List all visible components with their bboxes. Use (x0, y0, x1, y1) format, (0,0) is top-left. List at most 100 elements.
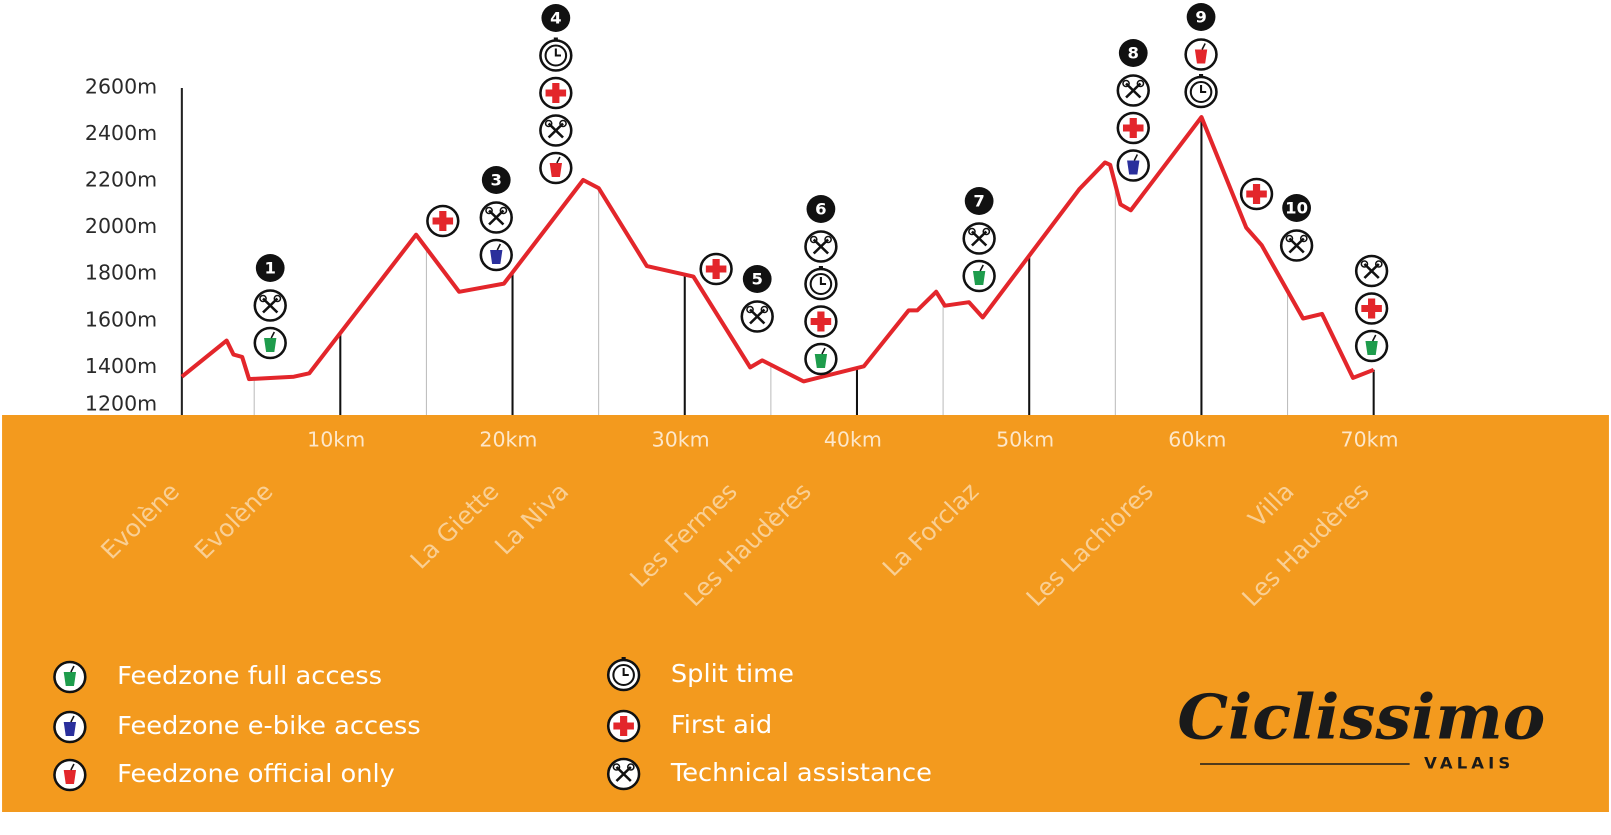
tool-end (968, 227, 976, 236)
tool-end (982, 227, 991, 236)
station (699, 252, 733, 286)
cup (1194, 49, 1208, 64)
station: 9 (1184, 3, 1218, 109)
station-icon (740, 300, 774, 333)
station-icon (1116, 74, 1150, 107)
tool-end (1374, 260, 1383, 268)
station: 4 (539, 4, 573, 185)
legend-icon (606, 709, 641, 743)
station-icon (962, 222, 996, 255)
cup (972, 271, 986, 285)
station-icon (479, 238, 513, 272)
station: 10 (1279, 194, 1314, 262)
station-number: 9 (1195, 8, 1206, 27)
cross (1246, 184, 1267, 204)
station-number: 10 (1285, 199, 1308, 218)
x-tick-label: 40km (824, 428, 882, 452)
cup (549, 163, 563, 177)
cross (545, 83, 567, 103)
station-number: 3 (491, 171, 502, 190)
station-icon (539, 151, 573, 185)
straw (70, 763, 75, 771)
tool-end (824, 235, 832, 244)
legend-label: Feedzone e-bike access (117, 710, 421, 740)
cross (1122, 118, 1144, 138)
station-badge (964, 187, 994, 215)
station-icon (804, 305, 838, 338)
tool-end (760, 305, 769, 314)
station-icon (1354, 254, 1389, 288)
cross (613, 716, 634, 736)
legend-item: Split time (606, 657, 794, 692)
station-badge (1118, 39, 1148, 67)
station-icon (804, 266, 838, 301)
station-number: 8 (1128, 44, 1139, 63)
straw (979, 264, 984, 272)
y-tick-label: 1200m (85, 392, 157, 416)
station-icon (426, 204, 460, 238)
clock-hands (554, 48, 561, 57)
station: 1 (253, 254, 287, 360)
y-tick-label: 2400m (85, 121, 157, 145)
tool-end (746, 305, 754, 314)
cross (705, 259, 727, 279)
tool-end (273, 294, 282, 303)
legend-label: First aid (671, 709, 772, 739)
station-badge (481, 166, 511, 194)
legend-label: Split time (671, 658, 794, 688)
legend-label: Feedzone official only (117, 758, 395, 788)
station: 7 (962, 187, 996, 293)
cup (1127, 160, 1140, 175)
cross (1361, 298, 1382, 319)
tool-end (559, 119, 567, 128)
station-badge (742, 265, 772, 293)
station-badge (541, 4, 571, 32)
legend-icon (606, 757, 641, 791)
clock-face (1189, 81, 1213, 103)
x-tick-label: 60km (1168, 428, 1226, 452)
station (426, 204, 460, 238)
cup (490, 250, 503, 264)
tool-end (1136, 79, 1145, 88)
station-badge (1186, 3, 1216, 31)
legend-label: Technical assistance (670, 757, 932, 787)
legend-item: Feedzone e-bike access (53, 710, 421, 744)
x-tick-label: 10km (307, 428, 365, 452)
clock-crown (818, 266, 823, 270)
straw (70, 715, 75, 723)
legend-label: Feedzone full access (117, 660, 382, 690)
clock-face (544, 44, 568, 67)
clock-crown (553, 37, 558, 42)
station: 5 (740, 265, 774, 333)
station-icon (1354, 329, 1389, 363)
tool-end (1122, 79, 1130, 88)
legend-icon (53, 710, 87, 744)
tool-end (544, 119, 553, 128)
station-icon (1184, 38, 1218, 71)
cup (63, 672, 77, 686)
station-number: 5 (751, 270, 762, 289)
brand-name: Ciclissimo (1177, 680, 1545, 753)
tool-end (1299, 234, 1308, 243)
clock-hands (622, 668, 629, 676)
station-number: 4 (550, 9, 561, 28)
x-tick-label: 30km (652, 428, 710, 452)
tool-end (1360, 260, 1369, 268)
legend-icon (53, 660, 87, 694)
station-icon (1279, 229, 1314, 262)
legend-item: Feedzone full access (53, 660, 382, 694)
drop-lines (253, 117, 1375, 415)
tool-end (809, 235, 818, 244)
legend-item: First aid (606, 709, 772, 743)
y-tick-label: 2600m (85, 75, 157, 99)
station-icon (539, 37, 573, 72)
station-number: 7 (973, 192, 984, 211)
x-tick-label: 70km (1341, 428, 1399, 452)
cup (63, 770, 77, 784)
straw (1201, 43, 1206, 50)
station (1239, 177, 1274, 211)
clock-hands (1200, 85, 1207, 93)
y-tick-label: 1400m (85, 354, 157, 378)
clock-hands (819, 277, 827, 285)
